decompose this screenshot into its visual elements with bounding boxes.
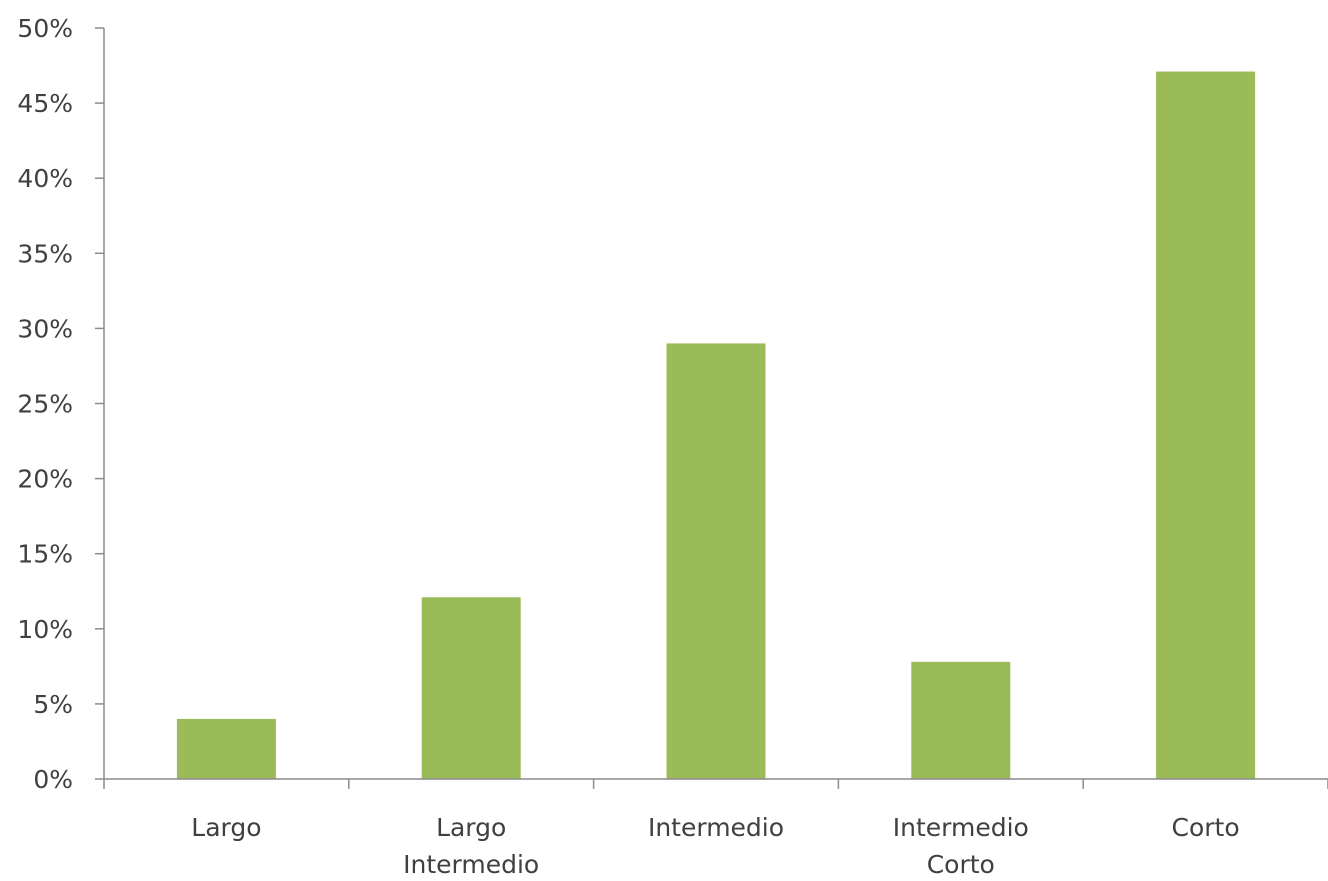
x-tick-label-line: Intermedio [893,813,1029,842]
bar [1156,71,1256,780]
y-tick-label: 20% [17,465,73,494]
y-tick-label: 35% [17,239,73,268]
x-tick-label-line: Corto [927,850,995,879]
bar [666,343,766,779]
x-tick-label: Intermedio [648,813,784,842]
y-tick-label: 10% [17,615,73,644]
x-tick-label-line: Largo [191,813,261,842]
bars [176,71,1256,780]
y-tick-label: 15% [17,540,73,569]
x-tick-label: Largo Intermedio [403,813,539,879]
x-tick-label-line: Intermedio [403,850,539,879]
y-tick-label: 25% [17,390,73,419]
y-tick-label: 40% [17,164,73,193]
y-tick-label: 50% [17,14,73,43]
x-tick-label: Corto [1172,813,1240,842]
x-axis-ticks [103,779,1328,789]
y-tick-label: 0% [33,765,73,794]
y-tick-label: 45% [17,89,73,118]
bar [421,597,521,779]
x-tick-label: Intermedio Corto [893,813,1029,879]
bar [176,718,276,779]
x-tick-label-line: Largo [436,813,506,842]
y-tick-label: 5% [33,690,73,719]
x-tick-label: Largo [191,813,261,842]
y-tick-label: 30% [17,314,73,343]
x-tick-label-line: Intermedio [648,813,784,842]
x-tick-label-line: Corto [1172,813,1240,842]
y-axis-ticks: 0% 5% 10% 15% 20% 25% 30% 35% 40% 45% 50% [17,14,104,794]
bar [911,661,1011,779]
